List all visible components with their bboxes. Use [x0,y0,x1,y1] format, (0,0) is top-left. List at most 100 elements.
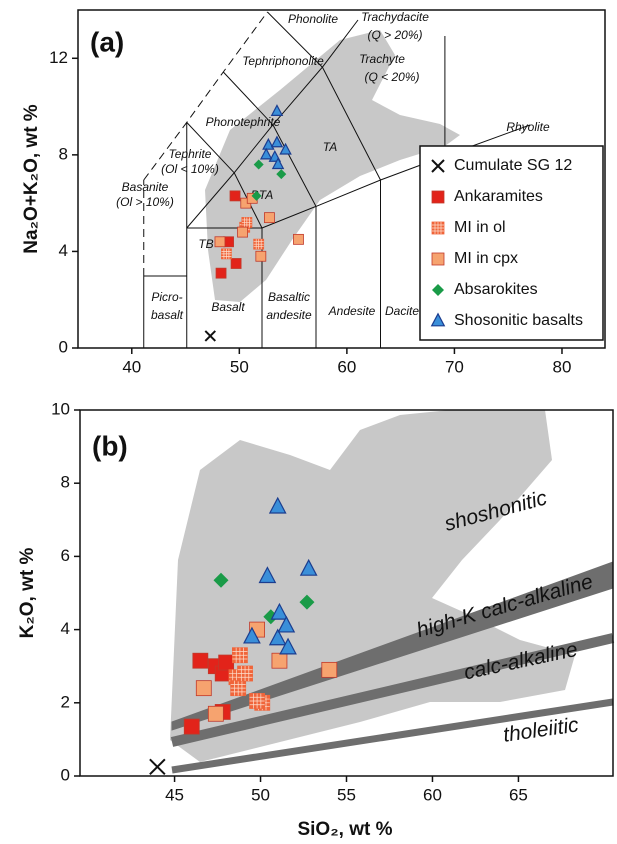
x-tick-label: 55 [337,785,356,804]
legend-marker [431,159,445,173]
plot-frame [77,9,606,349]
x-tick-label: 40 [122,357,141,376]
y-axis-label: Na₂O+K₂O, wt % [21,104,42,253]
data-point [262,137,275,150]
annotation: (Ol > 10%) [116,195,174,209]
panel-title: (a) [90,26,124,57]
legend-label: Absarokites [454,281,538,298]
y-tick-label: 0 [59,337,68,356]
x-tick-label: 80 [553,357,572,376]
legend-label: Shosonitic basalts [454,312,583,329]
tas-boundaries [143,11,531,348]
y-tick-label: 8 [59,144,68,163]
annotation: TB [198,237,213,251]
data-point [204,330,216,342]
y-tick-label: 2 [61,692,70,711]
annotation: Phonolite [288,12,338,26]
annotation: Tephriphonolite [242,54,324,68]
x-tick-label: 70 [445,357,464,376]
annotation: Rhyolite [506,120,550,134]
x-tick-label: 45 [165,785,184,804]
x-tick-label: 50 [251,785,270,804]
data-point [270,602,289,620]
data-point [253,159,264,170]
data-point [271,157,285,170]
marker-grid [249,693,265,709]
annotation: Basanite [122,180,169,194]
data-point [243,626,261,644]
data-point [259,147,273,160]
data-point [268,496,287,514]
data-field [205,30,460,302]
data-point [218,654,235,671]
data-point [270,104,284,116]
data-point [237,226,248,238]
x-tick-label: 60 [423,785,442,804]
data-point [183,718,200,735]
annotation: andesite [266,308,312,322]
y-tick-label: 8 [61,473,70,492]
legend-label: MI in cpx [454,250,518,267]
data-point [299,558,318,576]
series-boundaries [170,561,615,774]
marker-grid [232,647,248,663]
annotation: Andesite [328,304,376,318]
annotation: Trachydacite [361,10,429,24]
data-point [192,652,209,669]
data-point [214,236,226,248]
marker-grid [221,248,232,259]
annotation: Basaltic [268,290,310,304]
data-point [271,652,288,669]
data-point [293,233,304,245]
marker-grid [241,217,252,228]
data-point [215,267,227,279]
marker-grid [432,222,444,234]
data-point [258,566,277,584]
marker-grid [237,666,253,682]
data-point [230,258,242,269]
legend-marker [432,284,444,296]
y-tick-label: 6 [61,546,70,565]
legend-label: Ankaramites [454,188,543,205]
data-point [195,680,212,697]
y-axis-label: K₂O, wt % [17,548,38,639]
data-point [251,190,262,201]
annotation: Trachyte [359,52,405,66]
data-point [207,705,224,722]
annotation: basalt [151,308,184,322]
data-point [279,142,292,155]
data-point [229,190,241,202]
y-tick-label: 0 [61,765,70,784]
data-point [276,169,287,180]
data-point [279,637,297,655]
data-point [270,135,284,148]
y-tick-label: 4 [61,619,70,638]
chart-layer: Phonolite Trachydacite (Q > 20%) Tephriphon… [17,9,614,840]
panel-title: (b) [92,430,128,461]
data-point [255,250,267,262]
x-tick-label: 65 [509,785,528,804]
legend-box [419,145,604,341]
data-point [268,628,287,646]
x-axis-label: SiO₂, wt % [297,819,392,840]
annotation: (Q > 20%) [367,28,422,42]
x-tick-label: 60 [337,357,356,376]
data-point [264,212,275,224]
data-point [277,615,296,633]
y-tick-label: 4 [59,241,68,260]
legend-marker [431,190,445,204]
data-point [299,594,315,610]
annotation: Dacite [385,304,419,318]
marker-grid [253,239,264,250]
annotation: (Q < 20%) [364,70,419,84]
legend-label: Cumulate SG 12 [454,157,572,174]
legend-marker [430,312,446,327]
legend-label: MI in ol [454,219,506,236]
annotation: (Ol < 10%) [161,162,219,176]
x-tick-label: 50 [230,357,249,376]
y-tick-label: 12 [49,48,68,67]
data-point [321,661,338,678]
data-point [213,572,229,588]
annotation: Basalt [211,300,245,314]
